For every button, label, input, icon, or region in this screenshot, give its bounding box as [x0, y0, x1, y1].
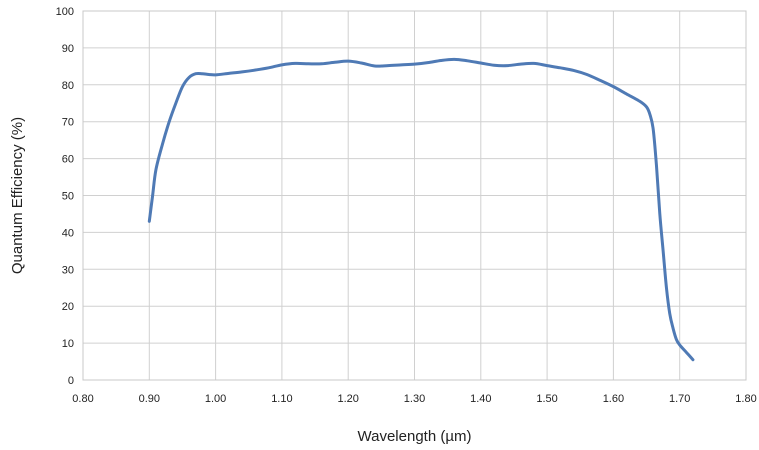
x-axis-title: Wavelength (µm): [358, 428, 472, 445]
series-line-0: [147, 57, 695, 362]
x-tick-label: 1.70: [669, 393, 690, 405]
x-tick-label: 1.00: [205, 393, 226, 405]
x-tick-label: 0.90: [139, 393, 160, 405]
y-tick-label: 0: [68, 375, 74, 387]
y-tick-label: 100: [56, 6, 74, 18]
x-tick-label: 1.60: [603, 393, 624, 405]
y-tick-label: 50: [62, 191, 74, 203]
y-tick-label: 10: [62, 338, 74, 350]
x-tick-label: 1.30: [404, 393, 425, 405]
grid: [82, 10, 747, 381]
x-tick-label: 0.80: [72, 393, 93, 405]
x-tick-label: 1.20: [337, 393, 358, 405]
y-axis-title: Quantum Efficiency (%): [9, 117, 26, 274]
y-tick-label: 30: [62, 264, 74, 276]
y-tick-label: 70: [62, 117, 74, 129]
y-tick-label: 90: [62, 43, 74, 55]
y-tick-label: 40: [62, 227, 74, 239]
series-layer: [147, 57, 695, 362]
y-tick-label: 60: [62, 154, 74, 166]
y-tick-label: 80: [62, 80, 74, 92]
x-tick-label: 1.10: [271, 393, 292, 405]
x-tick-label: 1.40: [470, 393, 491, 405]
y-tick-labels: 0 10 20 30 40 50 60 70 80 90 100: [56, 6, 74, 387]
y-tick-label: 20: [62, 301, 74, 313]
x-tick-label: 1.80: [735, 393, 756, 405]
plot-frame: [82, 10, 747, 381]
x-tick-labels: 0.80 0.90 1.00 1.10 1.20 1.30 1.40 1.50 1.60 1.70…: [72, 393, 756, 405]
x-tick-label: 1.50: [536, 393, 557, 405]
